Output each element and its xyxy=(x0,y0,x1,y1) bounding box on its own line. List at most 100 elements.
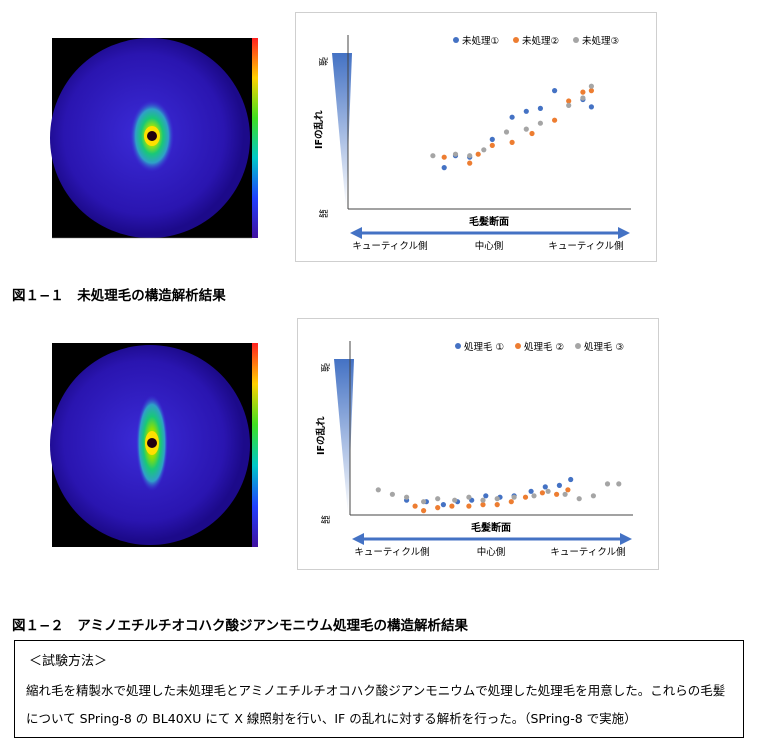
data-point-s1-11 xyxy=(565,487,571,493)
data-point-s2-2 xyxy=(467,153,473,159)
legend-marker-1 xyxy=(515,343,521,349)
cross-section-arrow-left-head xyxy=(352,533,364,545)
data-point-s1-7 xyxy=(566,98,572,104)
data-point-s0-5 xyxy=(523,108,529,114)
data-point-s2-11 xyxy=(545,488,551,494)
y-high-label: 強 xyxy=(319,363,331,372)
data-point-s2-9 xyxy=(511,494,517,500)
legend-marker-0 xyxy=(453,37,459,43)
data-point-s0-9 xyxy=(542,484,548,490)
data-point-s1-9 xyxy=(588,88,594,94)
data-point-s1-2 xyxy=(475,151,481,157)
data-point-s1-7 xyxy=(508,499,514,505)
data-point-s2-4 xyxy=(503,129,510,135)
data-point-s0-10 xyxy=(556,482,562,488)
data-point-s1-1 xyxy=(421,508,427,514)
data-point-s2-3 xyxy=(481,147,487,153)
data-point-s1-6 xyxy=(552,117,558,123)
x-axis-label: 毛髪断面 xyxy=(471,521,511,534)
x-region-label-1: 中心側 xyxy=(475,240,504,252)
data-point-s2-7 xyxy=(480,497,486,503)
data-point-s1-5 xyxy=(480,502,486,508)
data-point-s0-5 xyxy=(483,493,489,499)
data-point-s2-1 xyxy=(452,151,459,157)
data-point-s2-5 xyxy=(452,497,458,503)
data-point-s0-4 xyxy=(509,114,515,120)
test-method-box: ＜試験方法＞ 縮れ毛を精製水で処理した未処理毛とアミノエチルチオコハク酸ジアンモ… xyxy=(14,640,744,738)
data-point-s1-4 xyxy=(466,503,472,509)
legend-label-2: 未処理③ xyxy=(582,35,619,47)
data-point-s1-0 xyxy=(441,154,447,160)
data-point-s0-8 xyxy=(528,488,534,494)
figure-caption-1: 図１−１ 未処理毛の構造解析結果 xyxy=(12,288,226,304)
data-point-s2-13 xyxy=(576,496,582,502)
data-point-s0-7 xyxy=(552,88,558,94)
data-point-s2-8 xyxy=(580,95,586,101)
scatter-chart-2-box: 強弱 IFの乱れ 毛髪断面 キューティクル側 中心側 キューティクル側 処理毛 ① 処理毛 ②… xyxy=(297,318,659,570)
y-axis-label: IFの乱れ xyxy=(313,110,325,149)
data-point-s0-9 xyxy=(588,104,594,110)
y-low-label: 弱 xyxy=(317,209,328,218)
y-axis-strength-wedge xyxy=(334,359,354,515)
x-axis-label: 毛髪断面 xyxy=(469,215,509,228)
data-point-s1-5 xyxy=(529,130,535,137)
data-point-s1-9 xyxy=(539,490,545,496)
data-point-s2-7 xyxy=(566,102,572,108)
data-point-s1-0 xyxy=(412,503,418,509)
x-region-label-2: キューティクル側 xyxy=(548,240,623,252)
data-point-s2-0 xyxy=(375,487,381,493)
data-point-s2-6 xyxy=(466,494,472,500)
data-point-s2-6 xyxy=(537,120,543,126)
data-point-s1-2 xyxy=(435,505,441,511)
cross-section-arrow-right-head xyxy=(620,533,632,545)
data-point-s2-9 xyxy=(588,83,594,89)
data-point-s1-3 xyxy=(449,503,455,509)
legend-label-2: 処理毛 ③ xyxy=(584,341,624,353)
data-point-s1-10 xyxy=(554,491,560,497)
y-axis-label: IFの乱れ xyxy=(315,416,327,455)
y-high-label: 強 xyxy=(317,57,329,66)
data-point-s1-8 xyxy=(522,494,529,500)
figure-caption-2: 図１−２ アミノエチルチオコハク酸ジアンモニウム処理毛の構造解析結果 xyxy=(12,618,469,634)
data-point-s1-8 xyxy=(580,89,586,95)
cross-section-arrow-right-head xyxy=(618,227,630,239)
data-point-s2-3 xyxy=(421,499,427,505)
xray-diffraction-image-2 xyxy=(42,333,277,558)
data-point-s0-11 xyxy=(568,476,574,483)
data-point-s0-2 xyxy=(440,502,446,508)
legend-label-1: 未処理② xyxy=(522,35,559,47)
legend-label-0: 未処理① xyxy=(462,35,499,47)
data-point-s0-3 xyxy=(489,136,495,142)
cross-section-arrow-left-head xyxy=(350,227,362,239)
scatter-chart-1-box: 強弱 IFの乱れ毛髪断面キューティクル側 中心側 キューティクル側 未処理① 未処理② 未処… xyxy=(295,12,657,262)
test-method-title: ＜試験方法＞ xyxy=(29,654,108,669)
x-region-label-1: 中心側 xyxy=(477,546,506,558)
legend-label-1: 処理毛 ② xyxy=(524,341,564,353)
x-region-label-2: キューティクル側 xyxy=(550,546,625,558)
data-point-s2-4 xyxy=(435,496,441,502)
data-point-s2-10 xyxy=(531,493,537,499)
data-point-s2-12 xyxy=(562,491,568,497)
data-point-s1-4 xyxy=(509,139,515,145)
legend-marker-0 xyxy=(455,343,461,349)
data-point-s2-5 xyxy=(523,126,529,132)
data-point-s2-2 xyxy=(404,494,410,500)
y-axis-strength-wedge xyxy=(332,53,352,209)
data-point-s1-1 xyxy=(467,160,473,166)
x-region-label-0: キューティクル側 xyxy=(352,240,427,252)
data-point-s1-6 xyxy=(494,502,500,508)
test-method-line-1: 縮れ毛を精製水で処理した未処理毛とアミノエチルチオコハク酸ジアンモニウムで処理し… xyxy=(26,683,726,698)
data-point-s2-15 xyxy=(604,481,611,487)
data-point-s2-8 xyxy=(494,496,500,502)
legend-marker-1 xyxy=(513,37,519,43)
test-method-line-2: について SPring-8 の BL40XU にて X 線照射を行い、IF の乱… xyxy=(26,711,637,726)
data-point-s0-0 xyxy=(441,165,447,171)
xray-diffraction-image-1 xyxy=(42,24,277,249)
data-point-s0-6 xyxy=(537,105,543,111)
data-point-s2-0 xyxy=(430,153,436,159)
data-point-s2-1 xyxy=(389,491,395,497)
y-low-label: 弱 xyxy=(319,515,330,524)
data-point-s1-3 xyxy=(489,142,495,148)
x-region-label-0: キューティクル側 xyxy=(354,546,429,558)
